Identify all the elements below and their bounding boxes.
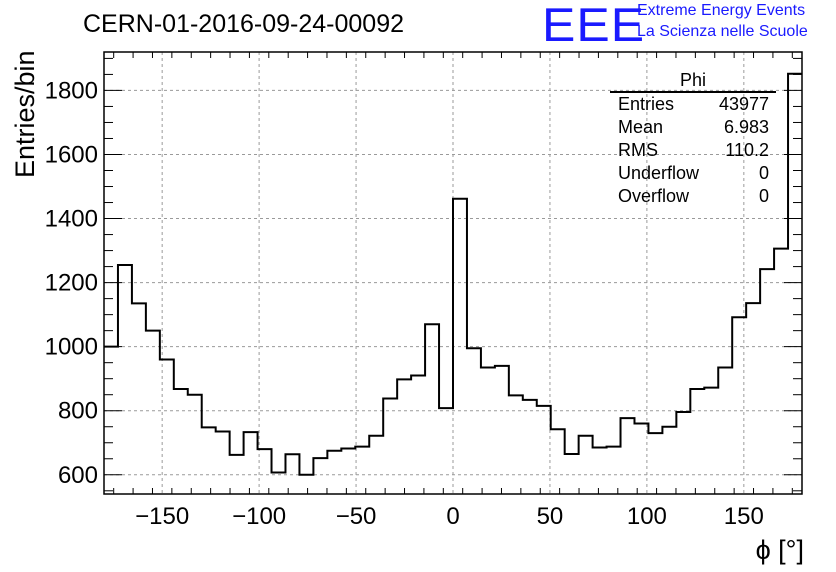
plot-frame: [103, 51, 803, 495]
histogram-step-line: [104, 72, 802, 476]
logo-line-2: La Scienza nelle Scuole: [637, 23, 808, 40]
axis-ticks: [104, 52, 802, 494]
y-axis-label: Entries/bin: [10, 50, 40, 178]
stats-label: Entries: [618, 94, 675, 114]
y-tick-label: 1400: [45, 206, 98, 233]
stats-value: 0: [758, 163, 769, 183]
y-tick-labels: 600 800 1000 1200 1400 1600 1800: [45, 77, 98, 488]
x-tick-label: −150: [135, 503, 189, 530]
x-tick-labels: −150 −100 −50 0 50 100 150: [135, 503, 764, 530]
stats-row-underflow: Underflow 0: [610, 162, 776, 185]
x-tick-label: 100: [627, 503, 667, 530]
x-tick-label: 150: [724, 503, 764, 530]
y-tick-label: 600: [58, 462, 98, 489]
x-tick-label: 0: [446, 503, 459, 530]
y-tick-label: 1000: [45, 334, 98, 361]
stats-value: 0: [758, 186, 769, 206]
stats-box-title: Phi: [610, 70, 776, 93]
x-axis-label: ϕ [°]: [755, 535, 804, 565]
stats-value: 110.2: [725, 140, 769, 160]
stats-label: RMS: [618, 140, 658, 160]
x-tick-label: 50: [537, 503, 564, 530]
stats-box: Phi Entries 43977 Mean 6.983 RMS 110.2 U…: [610, 70, 776, 208]
y-tick-label: 1800: [45, 77, 98, 104]
stats-label: Underflow: [618, 163, 700, 183]
stats-label: Overflow: [618, 186, 690, 206]
stats-row-rms: RMS 110.2: [610, 139, 776, 162]
stats-value: 43977: [718, 94, 769, 114]
stats-label: Mean: [618, 117, 664, 137]
stats-row-overflow: Overflow 0: [610, 185, 776, 208]
x-tick-label: −100: [232, 503, 286, 530]
stats-value: 6.983: [723, 117, 769, 137]
logo-line-1: Extreme Energy Events: [637, 2, 806, 19]
chart-title: CERN-01-2016-09-24-00092: [83, 10, 405, 38]
y-tick-label: 1200: [45, 270, 98, 297]
y-tick-label: 1600: [45, 141, 98, 168]
x-tick-label: −50: [336, 503, 377, 530]
stats-row-entries: Entries 43977: [610, 93, 776, 116]
eee-logo-mark: EEE: [542, 0, 646, 52]
stats-row-mean: Mean 6.983: [610, 116, 776, 139]
y-tick-label: 800: [58, 398, 98, 425]
